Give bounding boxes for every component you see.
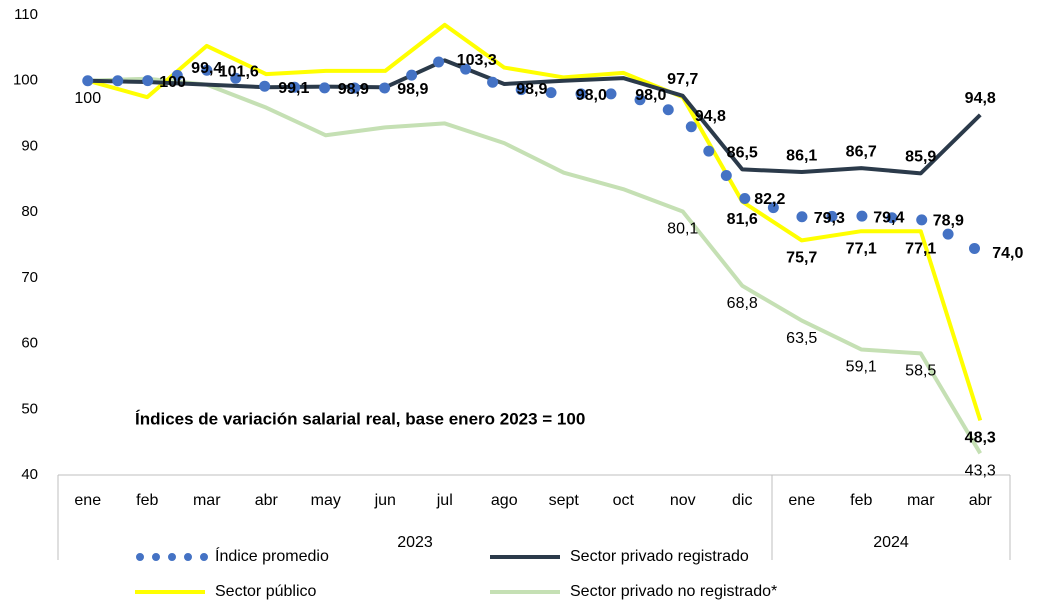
series-line <box>87 58 982 176</box>
data-label: 94,8 <box>695 108 726 125</box>
group-label: 2024 <box>873 534 909 551</box>
data-label: 86,1 <box>786 147 817 164</box>
x-tick-label: ene <box>74 492 101 509</box>
x-tick-label: nov <box>670 492 696 509</box>
y-tick-label: 80 <box>21 203 38 220</box>
y-tick-label: 60 <box>21 335 38 352</box>
x-tick-label: jun <box>374 492 396 509</box>
x-tick-label: feb <box>136 492 158 509</box>
chart-title: Índices de variación salarial real, base… <box>135 409 585 428</box>
data-label: 85,9 <box>905 149 936 166</box>
data-label: 103,3 <box>457 52 497 69</box>
y-tick-label: 70 <box>21 269 38 286</box>
group-label: 2023 <box>397 534 433 551</box>
data-label: 79,3 <box>814 210 845 227</box>
x-tick-label: mar <box>907 492 935 509</box>
y-tick-label: 90 <box>21 137 38 154</box>
data-label: 59,1 <box>846 359 877 376</box>
data-label: 98,9 <box>516 81 547 98</box>
x-tick-label: sept <box>549 492 580 509</box>
data-label: 75,7 <box>786 250 817 267</box>
data-label: 77,1 <box>846 240 877 257</box>
data-label: 80,1 <box>667 221 698 238</box>
data-label: 98,9 <box>397 81 428 98</box>
x-tick-label: oct <box>613 492 635 509</box>
x-tick-label: jul <box>436 492 453 509</box>
x-tick-label: mar <box>193 492 221 509</box>
legend-label: Sector privado no registrado* <box>570 583 777 600</box>
data-label: 78,9 <box>933 213 964 230</box>
x-tick-label: may <box>311 492 341 509</box>
series-line <box>87 76 982 455</box>
data-label: 94,8 <box>965 90 996 107</box>
data-label: 48,3 <box>965 430 996 447</box>
data-label: 58,5 <box>905 363 936 380</box>
y-tick-label: 40 <box>21 466 38 483</box>
data-label: 43,3 <box>965 463 996 480</box>
x-tick-label: dic <box>732 492 752 509</box>
data-label: 81,6 <box>727 211 758 228</box>
data-label: 97,7 <box>667 71 698 88</box>
series-line <box>87 22 983 422</box>
x-tick-label: ene <box>788 492 815 509</box>
data-label: 79,4 <box>873 209 904 226</box>
data-label: 86,5 <box>727 145 758 162</box>
data-label: 86,7 <box>846 143 877 160</box>
data-label: 98,0 <box>576 87 607 104</box>
data-label: 98,9 <box>338 81 369 98</box>
data-label: 68,8 <box>727 295 758 312</box>
data-label: 100 <box>159 74 186 91</box>
data-label: 99,4 <box>191 60 222 77</box>
x-tick-label: abr <box>255 492 279 509</box>
x-tick-label: ago <box>491 492 518 509</box>
y-tick-label: 110 <box>14 6 38 23</box>
y-tick-label: 50 <box>21 400 38 417</box>
data-label: 77,1 <box>905 240 936 257</box>
legend-label: Sector privado registrado <box>570 548 749 565</box>
data-label: 100 <box>74 90 101 107</box>
y-tick-label: 100 <box>13 72 38 89</box>
data-label: 82,2 <box>754 191 785 208</box>
x-tick-label: feb <box>850 492 872 509</box>
x-tick-label: abr <box>969 492 993 509</box>
legend-label: Índice promedio <box>215 546 329 565</box>
data-label: 74,0 <box>992 245 1023 262</box>
data-label: 98,0 <box>635 87 666 104</box>
data-label: 101,6 <box>219 63 259 80</box>
data-label: 63,5 <box>786 330 817 347</box>
data-label: 99,1 <box>278 80 309 97</box>
series-line <box>82 52 986 258</box>
legend-label: Sector público <box>215 583 316 600</box>
